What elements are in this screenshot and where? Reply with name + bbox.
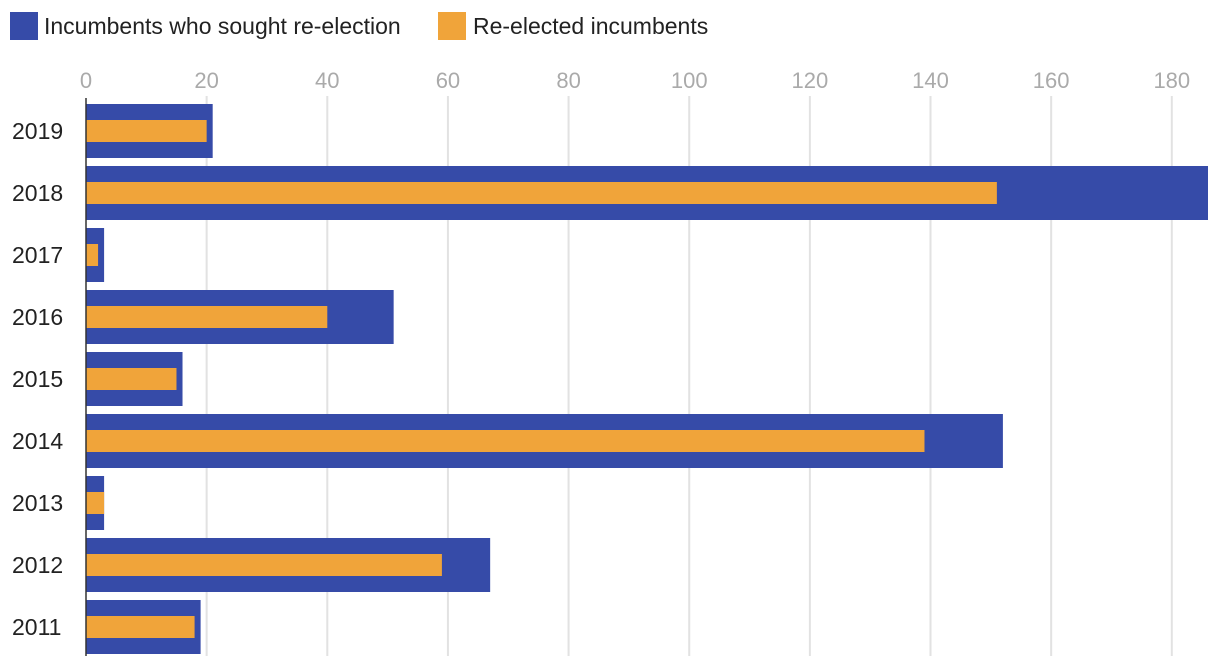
x-tick-label-20: 20 <box>194 68 218 93</box>
y-category-label-2019: 2019 <box>12 118 63 144</box>
legend-swatch-reelected <box>438 12 466 40</box>
x-tick-label-160: 160 <box>1033 68 1070 93</box>
y-category-label-2018: 2018 <box>12 180 63 206</box>
legend-label-reelected: Re-elected incumbents <box>473 13 708 39</box>
x-tick-label-0: 0 <box>80 68 92 93</box>
y-category-label-2011: 2011 <box>12 614 61 640</box>
bar-reelected-2013 <box>86 492 105 514</box>
x-tick-label-60: 60 <box>436 68 460 93</box>
legend-swatch-sought <box>10 12 38 40</box>
y-category-label-2016: 2016 <box>12 304 63 330</box>
bar-reelected-2011 <box>86 616 195 638</box>
x-tick-label-120: 120 <box>792 68 829 93</box>
legend-label-sought: Incumbents who sought re-election <box>44 13 401 39</box>
y-category-label-2014: 2014 <box>12 428 63 454</box>
x-tick-label-140: 140 <box>912 68 949 93</box>
legend: Incumbents who sought re-election Re-ele… <box>10 12 708 40</box>
bar-reelected-2015 <box>86 368 177 390</box>
x-tick-label-180: 180 <box>1153 68 1190 93</box>
bars <box>86 104 1208 654</box>
bar-reelected-2019 <box>86 120 207 142</box>
x-tick-label-80: 80 <box>556 68 580 93</box>
bar-reelected-2014 <box>86 430 925 452</box>
y-category-label-2015: 2015 <box>12 366 63 392</box>
y-category-label-2012: 2012 <box>12 552 63 578</box>
bar-reelected-2018 <box>86 182 997 204</box>
bar-reelected-2012 <box>86 554 442 576</box>
y-category-label-2013: 2013 <box>12 490 63 516</box>
x-axis-ticks: 0 20 40 60 80 100 120 140 160 180 <box>80 68 1190 93</box>
x-tick-label-40: 40 <box>315 68 339 93</box>
bar-reelected-2016 <box>86 306 328 328</box>
y-category-label-2017: 2017 <box>12 242 63 268</box>
x-tick-label-100: 100 <box>671 68 708 93</box>
bar-reelected-2017 <box>86 244 99 266</box>
y-axis-labels: 2019 2018 2017 2016 2015 2014 2013 2012 2011 <box>12 118 63 640</box>
